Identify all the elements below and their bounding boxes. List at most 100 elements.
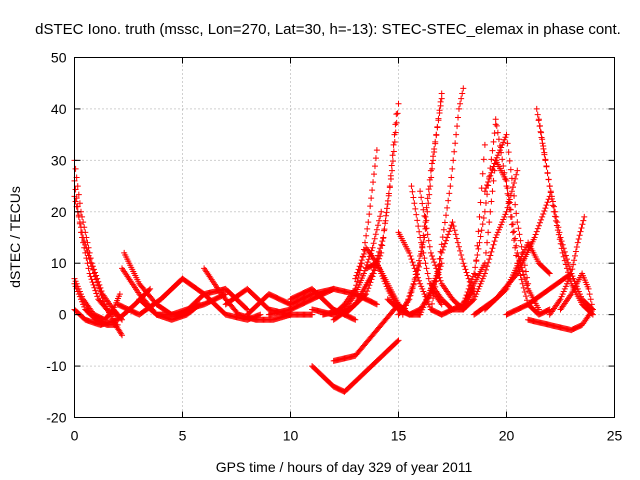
plus-marker (450, 157, 457, 164)
plus-marker (575, 235, 582, 242)
data-series (438, 121, 499, 318)
plus-marker (436, 255, 443, 262)
plus-marker (428, 253, 435, 260)
plus-marker (404, 299, 411, 306)
plus-marker (425, 275, 432, 282)
plus-marker (448, 174, 455, 181)
plus-marker (563, 256, 570, 263)
plus-marker (438, 90, 445, 97)
plus-marker (473, 258, 480, 265)
plus-marker (425, 200, 432, 207)
plus-marker (477, 233, 484, 240)
plus-marker (500, 216, 507, 223)
plus-marker (485, 259, 492, 266)
plus-marker (488, 198, 495, 205)
plus-marker (385, 190, 392, 197)
data-series (525, 306, 596, 334)
plus-marker (373, 147, 380, 154)
plus-marker (450, 223, 457, 230)
plus-marker (482, 200, 489, 207)
plus-marker (244, 306, 251, 313)
plus-marker (475, 228, 482, 235)
plus-marker (512, 175, 519, 182)
plus-marker (447, 183, 454, 190)
plus-marker (84, 260, 91, 267)
plus-marker (399, 311, 406, 318)
plus-marker (502, 286, 509, 293)
plus-marker (72, 186, 79, 193)
plus-marker (546, 270, 553, 277)
plus-marker (428, 174, 435, 181)
plus-marker (553, 213, 560, 220)
plus-marker (567, 273, 574, 280)
plus-marker (422, 260, 429, 267)
data-points (71, 85, 596, 395)
plus-marker (354, 269, 361, 276)
plus-marker (426, 303, 433, 310)
plus-marker (114, 311, 121, 318)
plus-marker (512, 244, 519, 251)
plus-marker (118, 330, 125, 337)
plus-marker (455, 114, 462, 121)
plus-marker (362, 292, 369, 299)
plus-marker (432, 140, 439, 147)
plus-marker (357, 260, 364, 267)
plus-marker (363, 232, 370, 239)
plus-marker (524, 282, 531, 289)
plus-marker (370, 270, 377, 277)
plus-marker (502, 176, 509, 183)
plus-marker (389, 152, 396, 159)
plus-marker (427, 183, 434, 190)
plus-marker (549, 198, 556, 205)
plus-marker (379, 242, 386, 249)
plus-marker (565, 259, 572, 266)
plus-marker (424, 270, 431, 277)
plus-marker (566, 263, 573, 270)
x-tick-label: 10 (283, 428, 299, 444)
plus-marker (383, 205, 390, 212)
plus-marker (495, 226, 502, 233)
plus-marker (534, 225, 541, 232)
plus-marker (514, 167, 521, 174)
plus-marker (490, 241, 497, 248)
plus-marker (393, 111, 400, 118)
plus-marker (520, 284, 527, 291)
plus-marker (373, 301, 380, 308)
plus-marker (571, 257, 578, 264)
plus-marker (522, 293, 529, 300)
plus-marker (572, 252, 579, 259)
plus-marker (457, 100, 464, 107)
plus-marker (486, 256, 493, 263)
plus-marker (446, 190, 453, 197)
plus-marker (455, 105, 462, 112)
plus-marker (578, 293, 585, 300)
plus-marker (373, 226, 380, 233)
plus-marker (475, 285, 482, 292)
plus-marker (387, 172, 394, 179)
plus-marker (520, 271, 527, 278)
plus-marker (498, 149, 505, 156)
plus-marker (484, 239, 491, 246)
plus-marker (72, 198, 79, 205)
plus-marker (413, 271, 420, 278)
plus-marker (484, 191, 491, 198)
plus-marker (420, 288, 427, 295)
plus-marker (418, 194, 425, 201)
plus-marker (490, 163, 497, 170)
plus-marker (544, 169, 551, 176)
plus-marker (487, 172, 494, 179)
plus-marker (372, 155, 379, 162)
data-series (557, 270, 596, 313)
plus-marker (508, 221, 515, 228)
plus-marker (479, 170, 486, 177)
plus-marker (89, 279, 96, 286)
plus-marker (376, 217, 383, 224)
plus-marker (119, 332, 126, 339)
plus-marker (560, 245, 567, 252)
plus-marker (459, 90, 466, 97)
plus-marker (391, 138, 398, 145)
plus-marker (417, 188, 424, 195)
plus-marker (90, 281, 97, 288)
plus-marker (109, 307, 116, 314)
plus-marker (98, 292, 105, 299)
